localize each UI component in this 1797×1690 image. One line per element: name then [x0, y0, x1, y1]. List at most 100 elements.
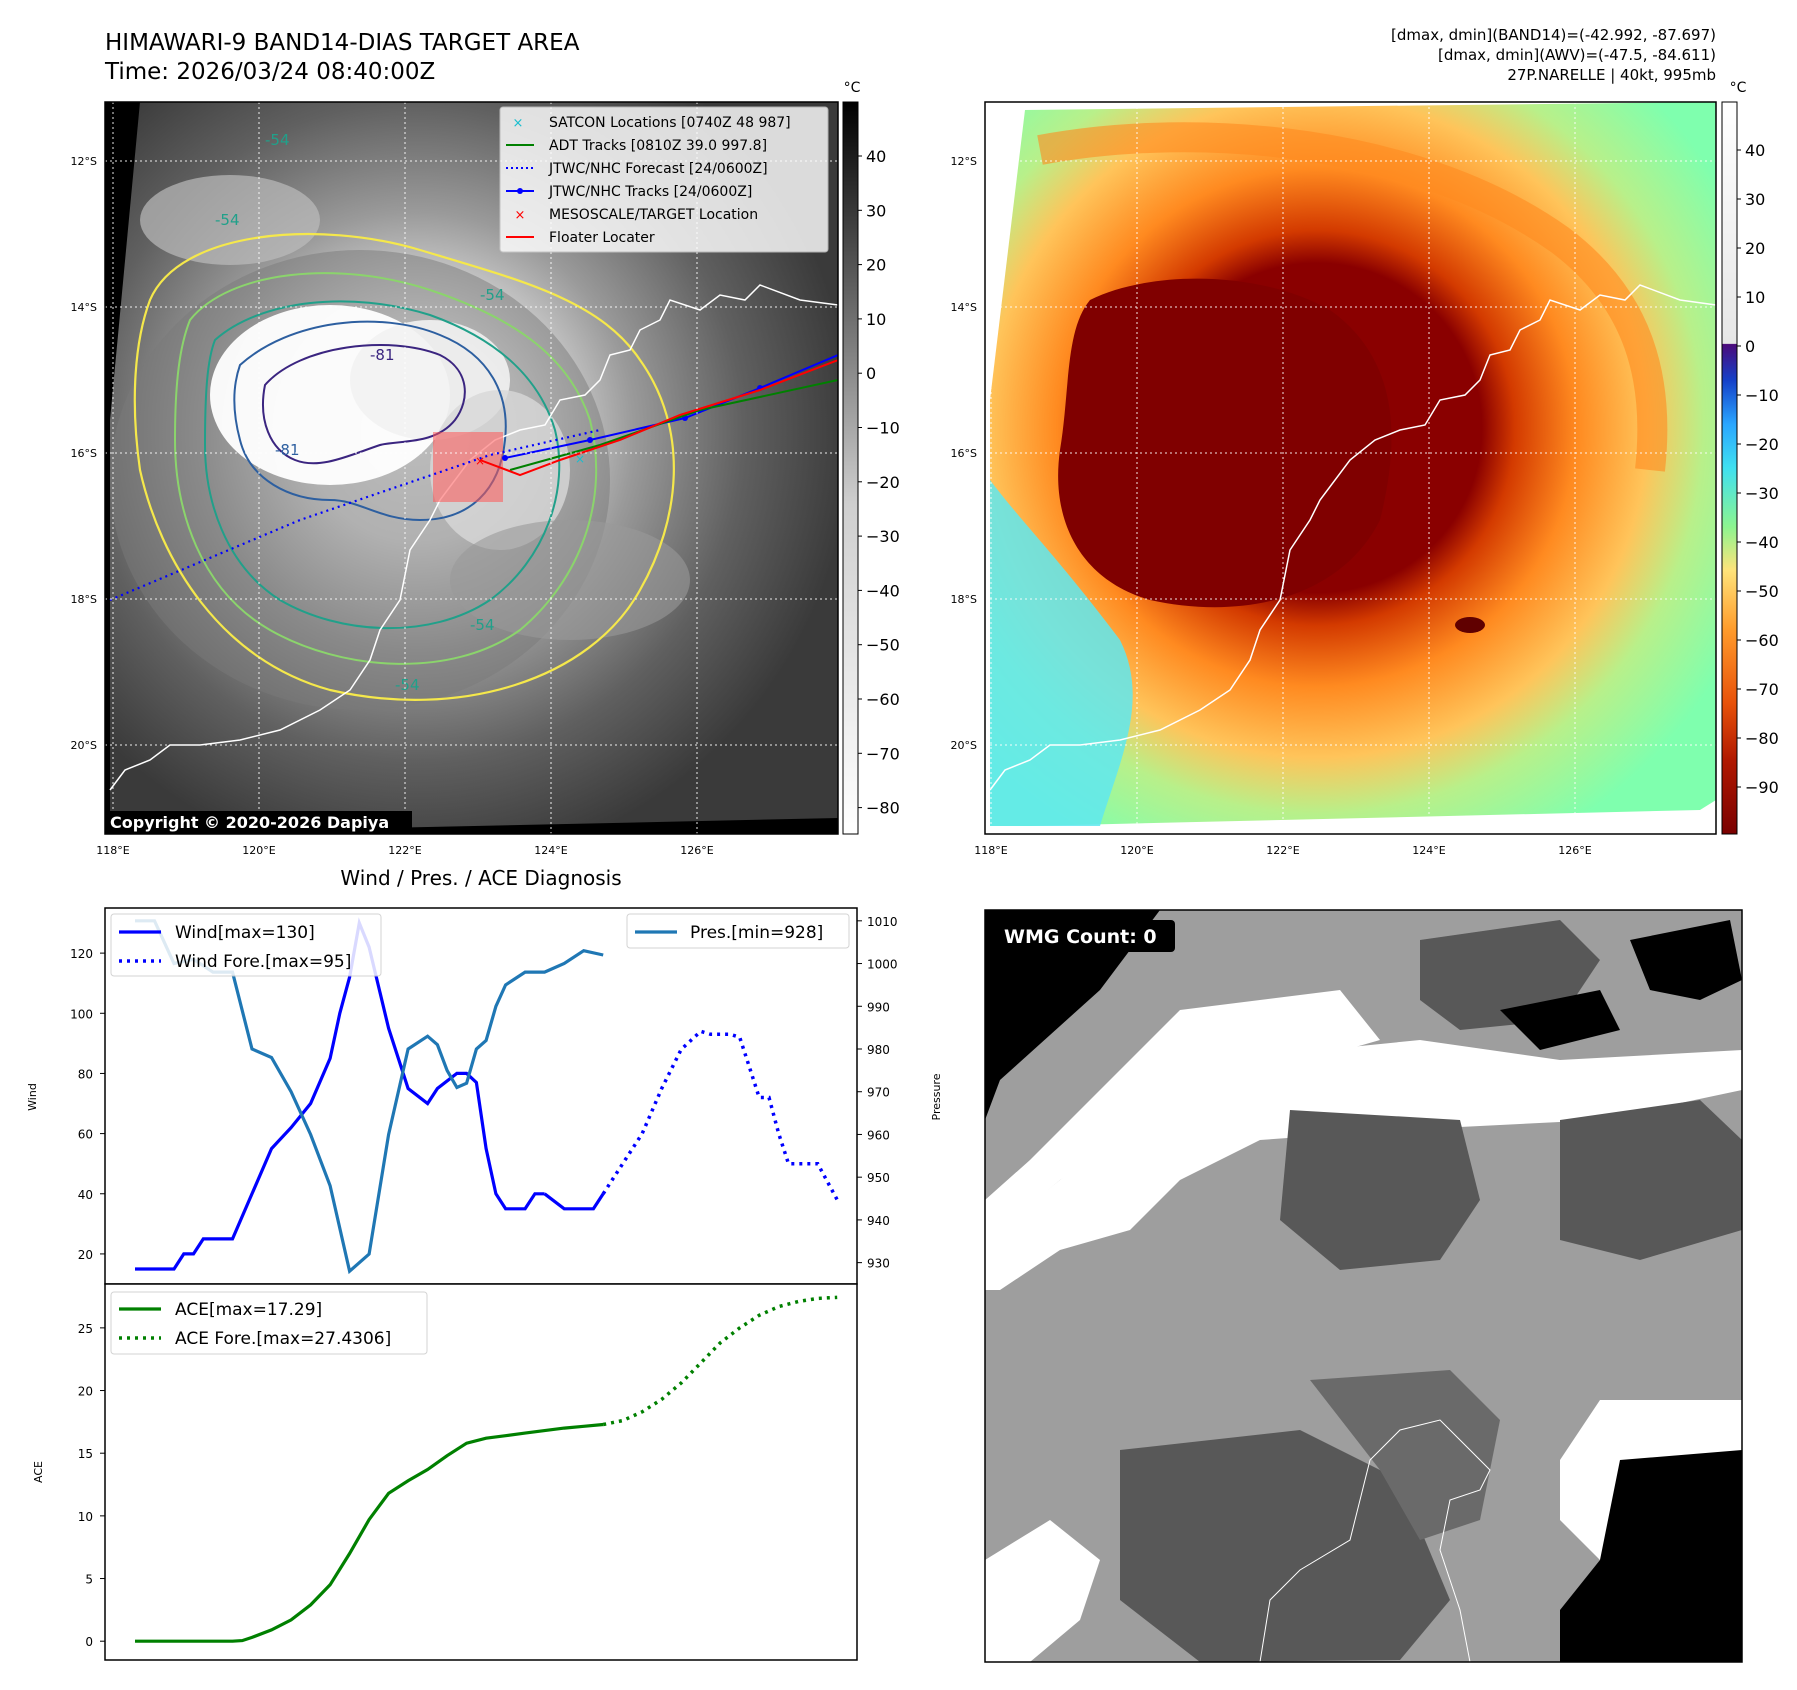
- lon-tick-label: 120°E: [1120, 844, 1153, 857]
- contour-outer-yellow: [133, 232, 675, 701]
- jtwc-forecast-track: [109, 428, 601, 602]
- jtwc-track-point: [587, 437, 593, 443]
- colorbar-tick-label: 30: [1745, 190, 1765, 209]
- wind-forecast-line: [601, 1029, 839, 1201]
- contour-label: -54: [215, 211, 240, 229]
- colorbar-tick-label: −70: [866, 744, 900, 763]
- wind-ytick-label: 40: [78, 1188, 93, 1202]
- pressure-ytick-label: 970: [867, 1086, 890, 1100]
- lon-tick-label: 122°E: [388, 844, 421, 857]
- pressure-ytick-label: 960: [867, 1128, 890, 1142]
- wmg-frame: [984, 909, 1743, 1663]
- awv-map-frame: [984, 101, 1717, 835]
- contour-label: -81: [275, 441, 300, 459]
- contour-blue: [233, 320, 507, 522]
- legend-pressure-label: Pres.[min=928]: [690, 923, 823, 943]
- ir-colorbar-gradient: [842, 101, 859, 835]
- colorbar-tick-label: −10: [1745, 386, 1779, 405]
- ir-colorbar-unit: °C: [844, 80, 861, 96]
- legend-jtwc-track-label: JTWC/NHC Tracks [24/0600Z]: [548, 184, 752, 200]
- colorbar-tick-label: −90: [1745, 778, 1779, 797]
- lat-tick-label: 14°S: [71, 301, 97, 314]
- lat-tick-label: 16°S: [951, 447, 977, 460]
- ir-map-legend: × SATCON Locations [0740Z 48 987] ADT Tr…: [499, 106, 829, 253]
- lat-tick-label: 14°S: [951, 301, 977, 314]
- colorbar-tick-label: −50: [1745, 582, 1779, 601]
- colorbar-tick-label: −60: [866, 690, 900, 709]
- contour-label: -81: [370, 346, 395, 364]
- ir-map-panel: -54 -54 -54 -81 -81 -54 -54 × ×: [104, 101, 839, 835]
- legend-satcon-icon: ×: [513, 116, 524, 131]
- colorbar-tick-label: 10: [1745, 288, 1765, 307]
- storm-info: 27P.NARELLE | 40kt, 995mb: [1507, 66, 1716, 84]
- colorbar-tick-label: −70: [1745, 680, 1779, 699]
- legend-wind-label: Wind[max=130]: [175, 923, 315, 943]
- legend-ace-label: ACE[max=17.29]: [175, 1300, 322, 1320]
- ace-axis-label: ACE: [32, 1461, 45, 1483]
- wind-ytick-label: 80: [78, 1067, 93, 1081]
- ir-colorbar: °C 40 30 20 10 0 −10 −20 −30 −40 −50 −60 −70 −80: [842, 80, 900, 835]
- colorbar-tick-label: 20: [1745, 239, 1765, 258]
- lat-tick-label: 18°S: [951, 593, 977, 606]
- pressure-ytick-label: 950: [867, 1171, 890, 1185]
- ace-ytick-label: 25: [78, 1322, 93, 1336]
- colorbar-tick-label: −50: [866, 636, 900, 655]
- ace-forecast-line: [602, 1295, 838, 1427]
- colorbar-tick-label: 40: [1745, 141, 1765, 160]
- lon-tick-label: 124°E: [1412, 844, 1445, 857]
- lat-tick-label: 16°S: [71, 447, 97, 460]
- ir-colorbar-ticks: 40 30 20 10 0 −10 −20 −30 −40 −50 −60 −70 −80: [858, 147, 900, 818]
- cold-core-dark-red: [1058, 278, 1392, 608]
- lon-tick-label: 120°E: [242, 844, 275, 857]
- wind-ytick-label: 100: [70, 1007, 93, 1021]
- wind-ytick-label: 20: [78, 1248, 93, 1262]
- ace-line: [135, 1422, 604, 1643]
- legend-floater-label: Floater Locater: [549, 230, 655, 246]
- pressure-ytick-label: 980: [867, 1043, 890, 1057]
- ace-ytick-label: 15: [78, 1447, 93, 1461]
- coastline: [1259, 1419, 1491, 1662]
- legend-wind-forecast-label: Wind Fore.[max=95]: [175, 952, 351, 972]
- lon-tick-label: 126°E: [680, 844, 713, 857]
- lat-tick-label: 20°S: [71, 739, 97, 752]
- colorbar-tick-label: 20: [866, 256, 886, 275]
- colorbar-tick-label: 40: [866, 147, 886, 166]
- map-gridlines: [985, 102, 1716, 834]
- contour-green: [173, 272, 598, 665]
- colorbar-tick-label: −60: [1745, 631, 1779, 650]
- contour-label: -54: [265, 131, 290, 149]
- pressure-ytick-label: 940: [867, 1214, 890, 1228]
- lat-tick-label: 12°S: [71, 155, 97, 168]
- pressure-ytick-label: 990: [867, 1000, 890, 1014]
- contour-label: -54: [480, 286, 505, 304]
- lat-tick-label: 18°S: [71, 593, 97, 606]
- colorbar-tick-label: −40: [866, 581, 900, 600]
- ir-map-frame: [104, 101, 839, 835]
- wind-ytick-label: 60: [78, 1128, 93, 1142]
- legend-forecast-label: JTWC/NHC Forecast [24/0600Z]: [548, 161, 768, 177]
- wmg-count: WMG Count: 0: [1004, 926, 1157, 948]
- awv-map-panel: [984, 101, 1717, 835]
- wmg-panel: WMG Count: 0: [984, 909, 1743, 1663]
- ace-ytick-label: 20: [78, 1385, 93, 1399]
- contour-label: -54: [395, 676, 420, 694]
- lon-tick-label: 118°E: [974, 844, 1007, 857]
- colorbar-tick-label: −20: [866, 473, 900, 492]
- lon-tick-label: 124°E: [534, 844, 567, 857]
- floater-locater-track: [479, 359, 838, 477]
- jtwc-track-point: [502, 455, 508, 461]
- ace-chart: 0 5 10 15 20 25 ACE ACE[max=17.29] ACE Fore.[max…: [32, 1283, 858, 1661]
- wind-line: [543, 1192, 605, 1211]
- contour-label: -54: [470, 616, 495, 634]
- colorbar-tick-label: −30: [866, 527, 900, 546]
- legend-target-icon: ×: [515, 208, 526, 223]
- colorbar-tick-label: 10: [866, 310, 886, 329]
- stats-awv: [dmax, dmin](AWV)=(-47.5, -84.611): [1438, 46, 1716, 64]
- colorbar-tick-label: 0: [866, 364, 876, 383]
- map-axis-ticks: 12°S 12°S 14°S 14°S 16°S 16°S 18°S 18°S 20°S 20°S…: [71, 155, 1592, 857]
- awv-colorbar-gradient: [1721, 101, 1738, 835]
- legend-adt-label: ADT Tracks [0810Z 39.0 997.8]: [549, 138, 767, 154]
- lon-tick-label: 122°E: [1266, 844, 1299, 857]
- wind-legend: Wind[max=130] Wind Fore.[max=95]: [110, 913, 382, 977]
